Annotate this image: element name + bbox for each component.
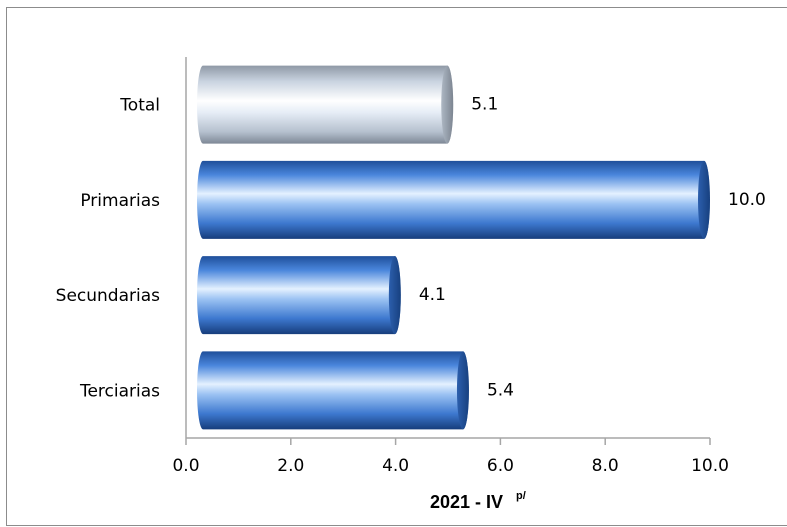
x-tick-label: 0.0 (172, 456, 199, 476)
bar-primarias (197, 160, 710, 239)
bars-group (197, 65, 710, 430)
category-label-total: Total (119, 96, 160, 116)
x-tick-label: 10.0 (691, 456, 729, 476)
x-tick-label: 8.0 (592, 456, 619, 476)
category-label-terciarias: Terciarias (79, 381, 160, 401)
category-labels: Total Primarias Secundarias Terciarias (56, 96, 160, 402)
bar-cap-primarias (698, 160, 710, 239)
x-axis-title-text: 2021 - IV (430, 492, 503, 512)
x-axis-ticks: 0.0 2.0 4.0 6.0 8.0 10.0 (172, 438, 729, 476)
x-tick-label: 4.0 (382, 456, 409, 476)
category-label-secundarias: Secundarias (56, 286, 160, 306)
data-label-secundarias: 4.1 (419, 285, 446, 305)
bar-cap-secundarias (388, 256, 401, 335)
bar-cap-terciarias (456, 351, 469, 430)
category-label-primarias: Primarias (80, 191, 160, 211)
bar-total (197, 65, 454, 144)
data-label-terciarias: 5.4 (487, 380, 514, 400)
x-tick-label: 2.0 (277, 456, 304, 476)
x-axis-title-superscript: p/ (516, 490, 526, 502)
data-label-total: 5.1 (471, 95, 498, 115)
x-axis-title: 2021 - IV (430, 492, 503, 512)
bar-terciarias (197, 351, 469, 430)
bar-secundarias (197, 256, 401, 335)
x-tick-label: 6.0 (487, 456, 514, 476)
bar-cap-total (441, 65, 454, 144)
data-label-primarias: 10.0 (728, 190, 766, 210)
data-labels: 5.1 10.0 4.1 5.4 (419, 95, 766, 401)
